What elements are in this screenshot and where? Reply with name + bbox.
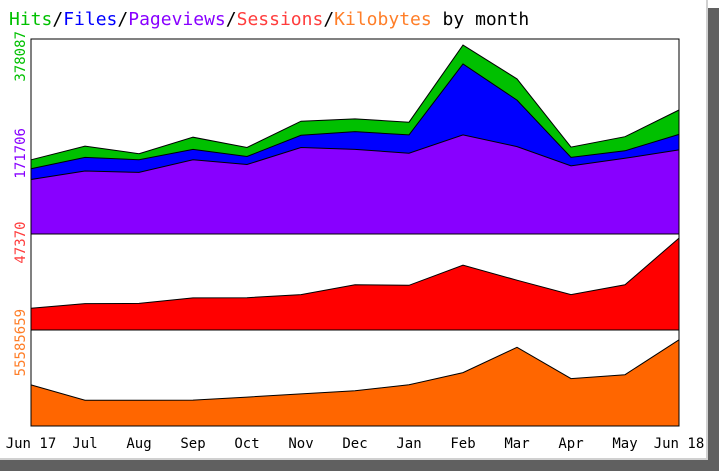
chart-panels: 378087 171706 47370 55585659 [13,31,680,427]
x-axis-labels: Jun 17 Jul Aug Sep Oct Nov Dec Jan Feb Mar Apr May J… [6,436,705,452]
x-tick-label: Aug [126,436,151,452]
shadow-right [708,8,719,471]
line-sessions [30,237,680,309]
x-tick-label: Nov [288,436,313,452]
x-tick-label: Mar [504,436,529,452]
border-highlight-right [706,0,708,460]
shadow-bottom [0,460,719,471]
title-suffix: by month [431,9,530,30]
title-separator: / [117,9,129,30]
line-kilobytes [30,339,680,401]
title-separator: / [52,9,64,30]
line-pageviews [30,134,680,180]
title-files: Files [63,9,118,30]
title-hits: Hits [9,9,53,30]
y-tick-label: 55585659 [13,309,29,376]
x-tick-label: Jan [396,436,421,452]
x-tick-label: May [612,436,637,452]
y-tick-label: 171706 [13,128,29,179]
line-files [30,63,680,170]
border-highlight-bottom [0,458,708,460]
x-tick-label: Feb [450,436,475,452]
area-pageviews [31,134,679,234]
panel-border [30,329,680,427]
title-sessions: Sessions [236,9,324,30]
x-tick-label: Dec [342,436,367,452]
title-pageviews: Pageviews [128,9,226,30]
area-kilobytes [31,339,679,426]
title-separator: / [225,9,237,30]
title-separator: / [323,9,335,30]
x-tick-label: Apr [558,436,583,452]
title-kilobytes: Kilobytes [334,9,432,30]
x-tick-label: Sep [180,436,205,452]
x-tick-label: Jul [72,436,97,452]
x-tick-label: Oct [234,436,259,452]
x-tick-label: Jun 18 [654,436,705,452]
x-tick-label: Jun 17 [6,436,57,452]
area-sessions [31,238,679,330]
line-hits [30,44,680,161]
chart-title: Hits/Files/Pageviews/Sessions/Kilobytes … [9,9,529,31]
y-tick-label: 378087 [13,31,29,82]
y-tick-label: 47370 [13,221,29,263]
